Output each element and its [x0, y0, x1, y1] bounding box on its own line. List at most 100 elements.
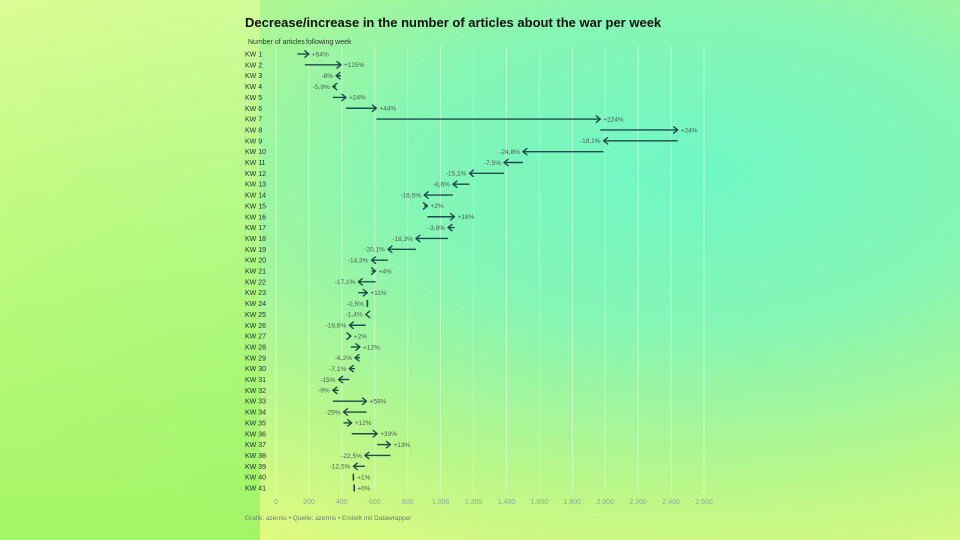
change-label: -14,3%	[348, 257, 369, 264]
row-label: KW 1	[245, 52, 262, 59]
row-label: KW 41	[245, 486, 266, 493]
change-arrow	[370, 256, 388, 265]
x-tick-label: 2.200	[629, 499, 647, 506]
arrow-head	[364, 451, 370, 460]
arrow-head	[595, 115, 601, 124]
change-arrow	[335, 71, 342, 80]
arrow-head	[354, 353, 360, 362]
change-arrow	[332, 397, 368, 406]
row-label: KW 4	[245, 84, 262, 91]
row-label: KW 35	[245, 420, 266, 427]
row-label: KW 29	[245, 355, 266, 362]
change-label: +24%	[349, 95, 366, 102]
row-label: KW 39	[245, 464, 266, 471]
row-label: KW 37	[245, 442, 266, 449]
change-label: +12%	[363, 344, 380, 351]
change-label: -25%	[325, 409, 340, 416]
change-label: -12,5%	[330, 464, 351, 471]
change-label: +33%	[380, 431, 397, 438]
arrow-head	[372, 429, 378, 438]
change-label: +1%	[357, 474, 370, 481]
value-labels: +54% +125% -8% -5,9% +24% +44% +224% +24% -18,1%…	[312, 51, 698, 492]
x-tick-label: 200	[303, 499, 315, 506]
row-label: KW 32	[245, 388, 266, 395]
change-label: -18,3%	[392, 236, 413, 243]
row-label: KW 5	[245, 95, 262, 102]
change-arrow	[342, 408, 367, 416]
change-arrow	[358, 288, 369, 297]
change-label: +54%	[312, 51, 329, 58]
arrow-head	[522, 147, 528, 156]
arrow-head	[370, 267, 377, 275]
row-label: KW 27	[245, 334, 266, 341]
row-label: KW 34	[245, 410, 266, 417]
change-label: -20,1%	[364, 247, 385, 254]
change-label: +13%	[393, 442, 410, 449]
arrow-head	[449, 212, 456, 221]
arrow-head	[387, 245, 393, 254]
column-header-to: following week	[306, 39, 352, 46]
change-label: +12%	[355, 420, 372, 427]
change-arrow	[377, 440, 392, 449]
change-label: +18%	[458, 214, 475, 221]
arrow-head	[385, 440, 392, 449]
change-label: +2%	[354, 333, 367, 340]
arrow-head	[337, 375, 344, 384]
change-label: -8,6%	[433, 182, 450, 189]
row-label: KW 18	[245, 236, 266, 243]
change-arrow	[343, 419, 353, 427]
grid-layer	[275, 46, 705, 494]
change-label: -5,9%	[313, 84, 330, 91]
arrow-head	[422, 201, 429, 210]
change-arrow	[357, 277, 376, 286]
arrows-layer	[297, 50, 679, 492]
change-label: -22,5%	[341, 453, 362, 460]
row-label: KW 10	[245, 149, 266, 156]
change-label: +4%	[379, 268, 392, 275]
change-label: -7,5%	[484, 160, 501, 167]
change-label: -8%	[322, 73, 334, 80]
row-label: KW 24	[245, 301, 266, 308]
change-label: -6,2%	[335, 355, 352, 362]
row-label: KW 36	[245, 431, 266, 438]
change-arrow	[468, 169, 504, 178]
arrow-head	[348, 321, 354, 330]
row-label: KW 30	[245, 366, 266, 373]
arrow-head	[415, 234, 421, 243]
change-arrow	[332, 386, 339, 395]
x-tick-label: 2.400	[662, 499, 680, 506]
change-label: +125%	[344, 62, 365, 69]
change-label: +24%	[681, 127, 698, 134]
x-tick-label: 0	[274, 499, 278, 506]
change-label: -7,1%	[329, 366, 346, 373]
row-label: KW 20	[245, 258, 266, 265]
arrow-head	[352, 462, 359, 471]
column-header-from: Number of articles	[248, 39, 305, 46]
arrow-head	[365, 310, 371, 319]
arrow-head	[503, 158, 509, 167]
change-label: -18,1%	[580, 138, 601, 145]
change-arrow	[503, 158, 523, 167]
arrow-head	[332, 82, 338, 91]
row-label: KW 38	[245, 453, 266, 460]
change-arrow	[297, 50, 310, 58]
arrow-head	[361, 397, 368, 406]
row-label: KW 8	[245, 127, 262, 134]
x-tick-label: 600	[369, 499, 381, 506]
change-label: +44%	[379, 106, 396, 113]
change-label: -16,5%	[401, 192, 422, 199]
arrow-head	[452, 180, 458, 189]
change-arrow	[346, 332, 352, 340]
change-label: +59%	[370, 399, 387, 406]
change-label: -9%	[318, 388, 330, 395]
arrow-head	[371, 104, 378, 113]
row-label: KW 21	[245, 269, 266, 276]
arrow-head	[335, 71, 341, 80]
change-arrow	[332, 82, 338, 91]
arrow-head	[336, 60, 342, 69]
x-tick-label: 2.000	[596, 499, 614, 506]
change-label: -18,6%	[326, 323, 347, 330]
row-label: KW 23	[245, 290, 266, 297]
change-arrow	[352, 462, 365, 471]
change-arrow	[351, 429, 378, 438]
